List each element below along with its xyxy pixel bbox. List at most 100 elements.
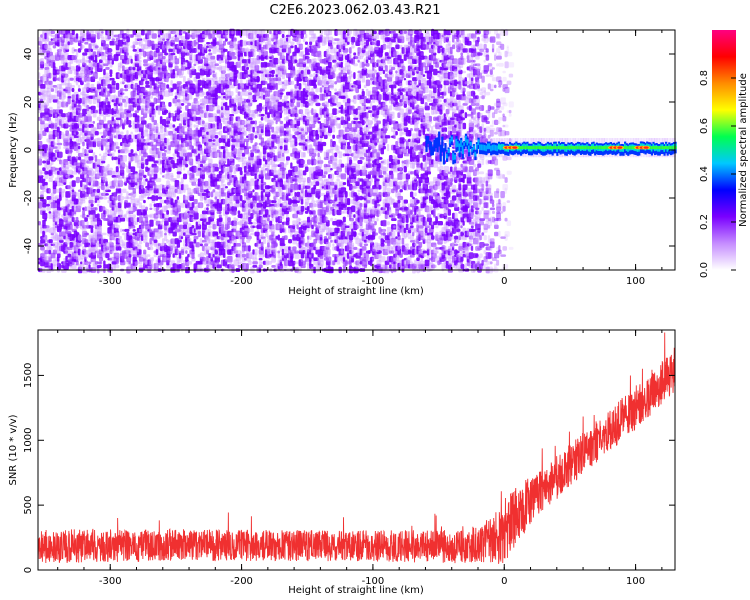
spectrogram-cell — [151, 30, 154, 35]
spectrogram-cell — [197, 79, 202, 86]
spectrogram-cell — [132, 49, 138, 52]
spectrogram-cell — [105, 253, 110, 259]
spectrogram-cell — [122, 120, 125, 125]
spectrogram-cell — [94, 45, 99, 49]
spectrogram-cell — [241, 253, 247, 258]
spectrogram-cell — [220, 80, 224, 86]
spectrogram-cell — [44, 173, 49, 180]
spectrogram-cell — [149, 207, 153, 211]
spectrogram-cell — [82, 213, 86, 219]
spectrogram-cell — [271, 217, 275, 222]
spectrogram-cell — [319, 69, 323, 75]
spectrogram-cell — [65, 62, 68, 68]
spectrogram-cell — [130, 166, 136, 173]
spectrogram-cell — [40, 176, 44, 184]
spectrogram-cell — [77, 145, 81, 150]
spectrogram-cell — [73, 210, 77, 215]
spectrogram-cell — [84, 206, 88, 212]
spectrogram-cell — [71, 109, 76, 114]
spectrogram-cell — [105, 66, 110, 70]
spectrogram-cell — [145, 77, 148, 81]
spectrogram-cell — [243, 130, 247, 136]
spectrogram-cell — [311, 108, 314, 116]
spectrogram-cell — [111, 170, 117, 175]
spectrogram-cell — [98, 192, 102, 197]
spectrogram-cell — [258, 110, 262, 113]
spectrogram-cell — [227, 255, 233, 263]
spectrogram-cell — [267, 214, 270, 218]
spectrogram-cell — [105, 113, 111, 117]
spectrogram-cell — [59, 231, 62, 237]
spectrogram-cell — [82, 245, 86, 251]
spectrogram-cell — [208, 52, 213, 56]
spectrogram-cell — [298, 83, 302, 90]
spectrogram-cell — [143, 145, 149, 150]
spectrogram-cell — [157, 246, 161, 251]
spectrogram-cell — [254, 30, 259, 35]
spectrogram-cell — [96, 199, 101, 204]
spectrogram-cell — [124, 228, 130, 232]
spectrogram-cell — [109, 77, 115, 81]
spectrogram-cell — [80, 43, 83, 50]
spectrogram-cell — [248, 92, 253, 96]
spectrogram-cell — [262, 238, 267, 244]
spectrogram-cell — [82, 108, 88, 115]
spectrogram-cell — [168, 73, 171, 78]
spectrogram-cell — [56, 126, 60, 133]
spectrogram-cell — [65, 248, 70, 256]
spectrogram-cell — [126, 130, 129, 137]
spectrogram-cell — [67, 169, 73, 176]
spectrogram-cell — [187, 94, 193, 100]
spectrogram-cell — [279, 145, 283, 150]
spectrogram-cell — [214, 232, 219, 236]
spectrogram-cell — [239, 56, 244, 59]
spectrogram-cell — [164, 232, 167, 236]
spectrogram-cell — [161, 253, 166, 258]
spectrogram-cell — [65, 255, 68, 263]
spectrogram-cell — [311, 195, 314, 201]
spectrogram-cell — [128, 235, 133, 240]
spectrogram-cell — [319, 138, 323, 143]
spectrogram-cell — [40, 120, 45, 125]
spectrogram-cell — [46, 196, 52, 200]
spectrogram-cell — [84, 239, 89, 244]
spectrogram-cell — [42, 199, 47, 205]
spectrogram-cell — [82, 227, 85, 234]
spectrogram-cell — [126, 149, 130, 153]
spectrogram-cell — [67, 223, 73, 230]
spectrogram-cell — [71, 156, 76, 161]
spectrogram-cell — [248, 228, 254, 233]
spectrogram-cell — [311, 123, 316, 129]
spectrogram-cell — [96, 83, 102, 90]
spectrogram-cell — [140, 184, 144, 190]
spectrogram-cell — [140, 181, 147, 186]
spectrogram-cell — [239, 195, 243, 201]
spectrogram-cell — [206, 203, 210, 207]
spectrogram-cell — [239, 170, 243, 176]
spectrogram-cell — [73, 123, 80, 129]
spectrogram-cell — [67, 155, 72, 162]
spectrogram-cell — [94, 200, 98, 203]
spectrogram-cell — [195, 72, 201, 79]
spectrogram-cell — [56, 142, 63, 146]
spectrogram-cell — [288, 62, 293, 68]
spectrogram-cell — [94, 54, 98, 61]
spectrogram-cell — [40, 253, 46, 259]
spectrogram-cell — [42, 90, 48, 97]
spectrogram-cell — [46, 206, 51, 211]
spectrogram-cell — [290, 162, 293, 169]
spectrogram-cell — [105, 123, 109, 129]
spectrogram-cell — [98, 131, 105, 135]
spectrogram-cell — [59, 187, 62, 195]
spectrogram-cell — [195, 221, 199, 225]
spectrogram-cell — [193, 228, 196, 233]
spectrogram-cell — [42, 219, 46, 227]
spectrogram-cell — [80, 261, 83, 265]
spectrogram-cell — [88, 199, 94, 204]
spectrogram-cell — [252, 221, 257, 225]
spectrogram-cell — [309, 123, 312, 129]
spectrogram-cell — [214, 134, 219, 139]
spectrogram-cell — [77, 243, 83, 247]
spectrogram-cell — [44, 217, 47, 222]
